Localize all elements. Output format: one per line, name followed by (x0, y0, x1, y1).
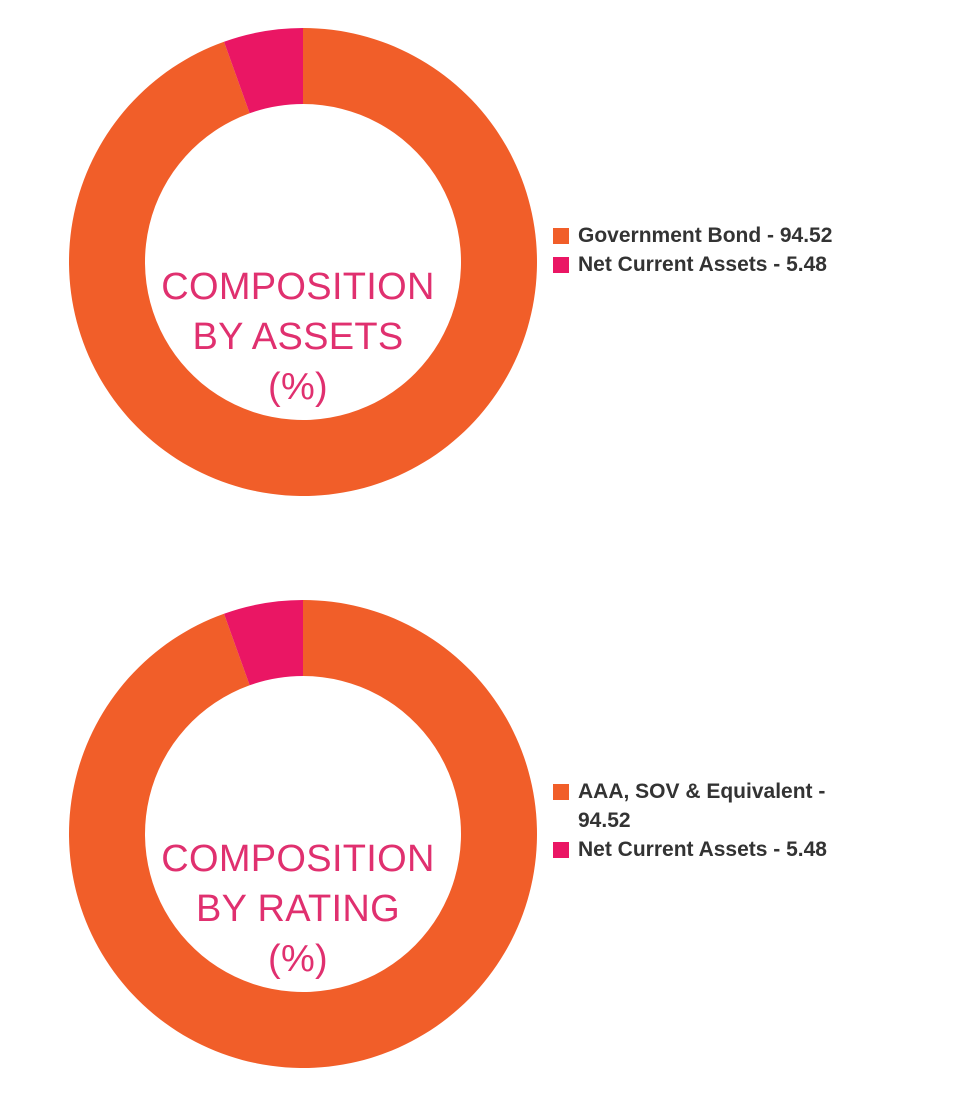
legend-item-net-current-assets: Net Current Assets - 5.48 (553, 250, 863, 279)
legend-label: Net Current Assets - 5.48 (578, 838, 827, 861)
legend-swatch-pink (553, 842, 569, 858)
donut-slice-1 (224, 600, 303, 686)
legend-item-aaa-sov-equivalent: AAA, SOV & Equivalent - 94.52 (553, 777, 853, 835)
rating-title-line-1: COMPOSITION (161, 838, 435, 880)
legend-label: AAA, SOV & Equivalent - 94.52 (578, 780, 826, 832)
rating-title-line-2: BY RATING (196, 888, 400, 930)
legend-swatch-orange (553, 784, 569, 800)
donut-slice-0 (68, 28, 538, 497)
assets-title-line-2: BY ASSETS (192, 316, 404, 358)
assets-donut (68, 28, 538, 497)
donut-slice-0 (68, 600, 538, 1068)
assets-chart-title: COMPOSITION BY ASSETS (%) (133, 262, 463, 412)
assets-title-line-3: (%) (268, 366, 328, 408)
legend-label: Net Current Assets - 5.48 (578, 253, 827, 276)
legend-swatch-pink (553, 257, 569, 273)
composition-by-rating-chart: COMPOSITION BY RATING (%) AAA, SOV & Equ… (0, 572, 965, 1092)
legend-label: Government Bond - 94.52 (578, 224, 833, 247)
legend-item-net-current-assets: Net Current Assets - 5.48 (553, 835, 853, 864)
legend-item-government-bond: Government Bond - 94.52 (553, 221, 863, 250)
assets-legend: Government Bond - 94.52 Net Current Asse… (553, 221, 863, 279)
donut-slice-1 (224, 28, 303, 114)
rating-donut (68, 600, 538, 1068)
legend-swatch-orange (553, 228, 569, 244)
composition-by-assets-chart: COMPOSITION BY ASSETS (%) Government Bon… (0, 0, 965, 520)
rating-title-line-3: (%) (268, 938, 328, 980)
assets-title-line-1: COMPOSITION (161, 266, 435, 308)
rating-legend: AAA, SOV & Equivalent - 94.52 Net Curren… (553, 777, 853, 864)
rating-chart-title: COMPOSITION BY RATING (%) (133, 834, 463, 984)
